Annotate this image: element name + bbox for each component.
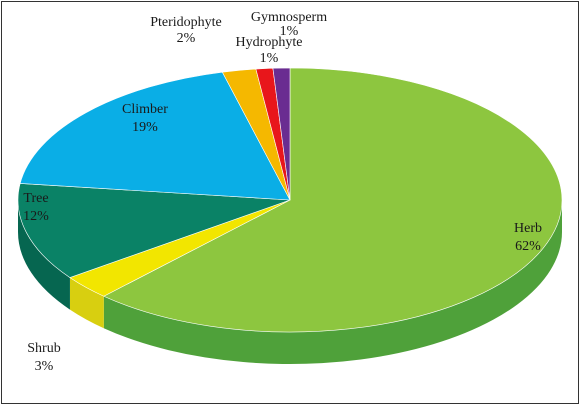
slice-value-herb: 62% <box>515 239 541 254</box>
pie-side-tree <box>18 200 70 310</box>
pie-slice-climber <box>19 71 291 201</box>
slice-label-shrub: Shrub <box>27 341 60 356</box>
slice-value-climber: 19% <box>132 120 158 135</box>
slice-value-tree: 12% <box>23 209 49 224</box>
slice-label-tree: Tree <box>23 191 48 206</box>
slice-value-hydrophyte: 1% <box>260 51 279 66</box>
pie-labels: Herb 62% Shrub 3% Tree 12% Climber 19% Pteridoph… <box>23 10 542 374</box>
pie-slice-herb <box>103 67 563 333</box>
slice-label-hydrophyte: Hydrophyte <box>236 35 303 50</box>
pie-slice-tree <box>17 183 291 278</box>
slice-value-shrub: 3% <box>35 359 54 374</box>
slice-value-gymnosperm: 1% <box>280 24 299 39</box>
slice-label-pteridophyte: Pteridophyte <box>150 15 222 30</box>
pie-sides <box>18 200 562 364</box>
pie-side-shrub <box>69 277 104 329</box>
slice-label-herb: Herb <box>514 221 542 236</box>
pie-side-herb <box>103 200 562 364</box>
slice-label-climber: Climber <box>122 102 168 117</box>
pie-tops <box>17 67 563 333</box>
slice-value-pteridophyte: 2% <box>177 31 196 46</box>
pie-slice-gymnosperm <box>272 67 291 201</box>
slice-label-gymnosperm: Gymnosperm <box>251 10 327 25</box>
